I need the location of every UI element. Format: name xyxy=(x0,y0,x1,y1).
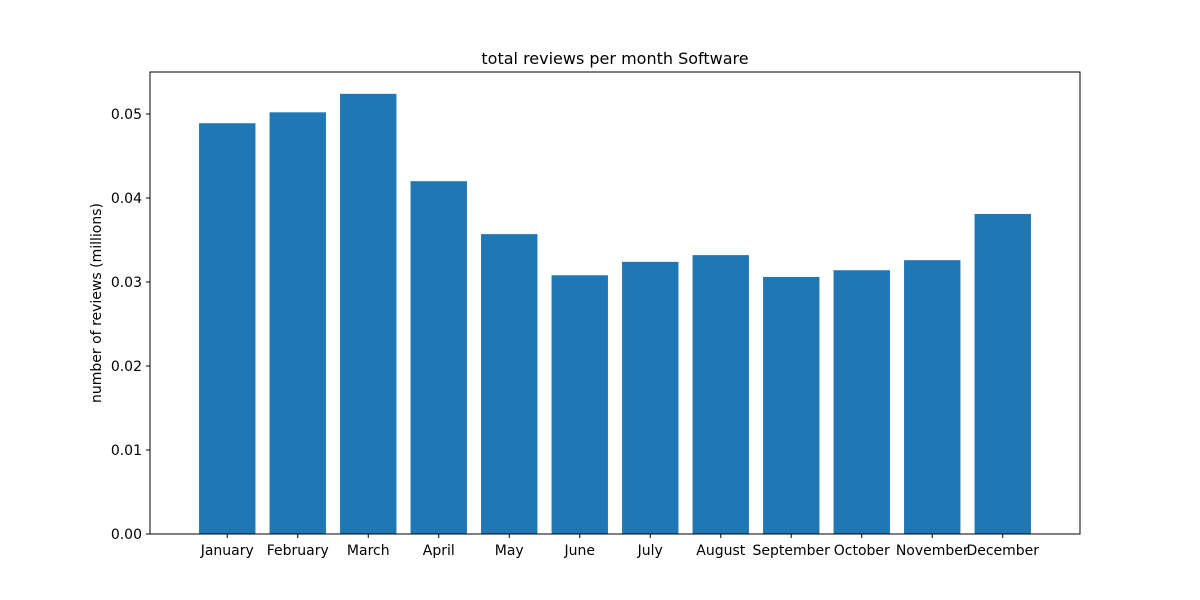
x-tick-label-december: December xyxy=(966,543,1039,559)
y-axis-label: number of reviews (millions) xyxy=(89,203,105,403)
x-tick-label-march: March xyxy=(347,543,390,559)
x-tick-label-september: September xyxy=(753,543,831,559)
bar-october xyxy=(833,270,890,534)
x-axis-ticks: January February March April May June July Augu… xyxy=(200,534,1039,559)
y-axis-ticks: 0.00 0.01 0.02 0.03 0.04 0.05 xyxy=(111,107,150,543)
bar-march xyxy=(340,93,397,534)
bar-june xyxy=(551,275,608,534)
bar-february xyxy=(269,112,326,534)
bar-april xyxy=(410,181,467,534)
bar-series xyxy=(199,93,1031,535)
plot-area-frame xyxy=(149,71,1081,535)
x-tick-label-february: February xyxy=(267,543,329,559)
x-tick-label-august: August xyxy=(696,543,746,559)
bar-december xyxy=(974,213,1031,534)
bar-january xyxy=(199,123,256,535)
x-tick-label-april: April xyxy=(423,543,455,559)
bar-july xyxy=(622,261,679,534)
chart-title: total reviews per month Software xyxy=(481,49,748,68)
y-tick-label-3: 0.03 xyxy=(111,275,142,291)
y-tick-label-2: 0.02 xyxy=(111,359,142,375)
bar-september xyxy=(763,276,820,534)
bar-august xyxy=(692,255,749,534)
y-tick-label-1: 0.01 xyxy=(111,443,142,459)
bar-november xyxy=(904,260,961,534)
x-tick-label-may: May xyxy=(495,543,524,559)
y-tick-label-5: 0.05 xyxy=(111,107,142,123)
y-tick-label-4: 0.04 xyxy=(111,191,142,207)
y-tick-label-0: 0.00 xyxy=(111,527,142,543)
x-tick-label-october: October xyxy=(834,543,890,559)
x-tick-label-july: July xyxy=(637,543,663,559)
x-tick-label-june: June xyxy=(564,543,596,559)
x-tick-label-november: November xyxy=(896,543,969,559)
bar-may xyxy=(481,234,538,534)
x-tick-label-january: January xyxy=(200,543,254,559)
